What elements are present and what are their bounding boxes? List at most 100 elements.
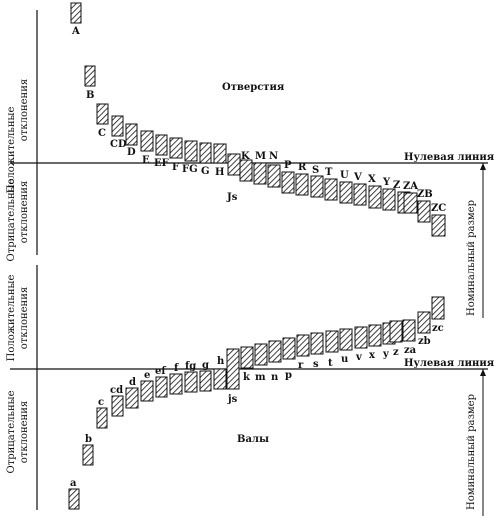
shafts-labels: a b c cd d e ef f fg g h js k m n p r s … [70, 323, 444, 489]
shaft-label-k: k [243, 372, 251, 383]
shaft-label-a: a [70, 478, 77, 489]
hole-label-ZA: ZA [403, 181, 418, 192]
shaft-bar-zb [417, 311, 431, 334]
hole-label-Y: Y [382, 177, 391, 188]
hole-bar-ZB [417, 200, 431, 223]
shaft-bar-cd [111, 395, 124, 417]
hole-bar-R [295, 173, 309, 196]
hole-label-M: M [255, 151, 266, 162]
shaft-bar-a [68, 488, 80, 510]
shaft-bar-r [296, 334, 310, 357]
negative-label-bottom-1: Отрицательные [6, 390, 17, 473]
shaft-bar-t [325, 330, 339, 353]
hole-bar-X [368, 185, 382, 209]
shaft-label-za: za [404, 345, 417, 356]
hole-label-K: K [241, 151, 250, 162]
shaft-label-b: b [85, 434, 92, 445]
hole-bar-ZA [403, 192, 418, 214]
hole-label-S: S [312, 165, 319, 176]
shaft-bar-fg [184, 371, 198, 393]
shaft-label-f: f [174, 363, 179, 374]
hole-bar-N [267, 164, 281, 188]
hole-bar-EF [155, 134, 168, 156]
shaft-bar-f [169, 373, 183, 395]
shaft-bar-k [240, 346, 254, 369]
shaft-bar-n [268, 340, 282, 363]
hole-bar-S [310, 175, 324, 198]
shaft-label-r: r [298, 360, 304, 371]
holes-labels: A B C CD D E EF F FG G H Js K M N P R S … [71, 26, 446, 214]
positive-label-top-1: Положительные [6, 107, 17, 194]
shaft-bar-d [125, 387, 139, 409]
hole-label-A: A [71, 26, 80, 37]
shaft-bar-s [310, 332, 324, 355]
shaft-label-x: x [369, 350, 376, 361]
hole-label-D: D [127, 147, 136, 158]
hole-bar-C [96, 103, 109, 125]
shaft-bar-c [96, 407, 108, 429]
shaft-label-e: e [144, 370, 150, 381]
shaft-label-z: z [393, 347, 399, 358]
hole-label-C: C [98, 128, 106, 139]
shaft-bar-x [368, 324, 382, 347]
nominal-arrow-bottom [480, 369, 486, 376]
shaft-bar-ef [155, 376, 168, 398]
hole-bar-A [70, 2, 82, 24]
shaft-label-d: d [129, 377, 136, 388]
negative-label-top-1: Отрицательные [6, 178, 17, 261]
hole-label-Z: Z [393, 180, 400, 191]
hole-bar-P [281, 171, 295, 194]
hole-label-T: T [325, 167, 333, 178]
hole-bar-V [353, 183, 367, 206]
shaft-label-y: y [382, 349, 390, 360]
holes-zero-line-label: Нулевая линия [404, 152, 495, 163]
shaft-label-g: g [202, 360, 209, 371]
hole-bar-T [324, 178, 338, 201]
hole-label-G: G [201, 166, 210, 177]
hole-bar-F [169, 137, 183, 159]
hole-bar-G [199, 142, 212, 164]
nominal-size-label-top: Номинальный размер [466, 200, 477, 316]
hole-bar-E [140, 130, 154, 152]
negative-label-top-2: отклонения [19, 181, 30, 243]
hole-label-ZB: ZB [417, 189, 433, 200]
shafts-title: Валы [237, 434, 269, 445]
hole-label-ZC: ZC [431, 203, 446, 214]
nominal-size-label-bottom: Номинальный размер [466, 394, 477, 510]
hole-bar-M [253, 162, 267, 185]
shafts-zero-line-label: Нулевая линия [404, 358, 495, 369]
shaft-bar-za [402, 319, 416, 342]
hole-bar-U [339, 181, 353, 204]
shaft-label-zc: zc [432, 323, 444, 334]
shaft-bar-e [140, 380, 154, 402]
shaft-bar-v [354, 326, 368, 349]
hole-label-Js: Js [226, 192, 238, 203]
hole-bar-FG [184, 140, 198, 162]
hole-label-F: F [172, 162, 179, 173]
hole-bar-D [125, 123, 138, 146]
hole-bar-B [84, 65, 96, 87]
shaft-label-fg: fg [185, 361, 196, 372]
shaft-label-zb: zb [418, 336, 431, 347]
nominal-arrow-top [480, 163, 486, 170]
holes-title: Отверстия [222, 82, 285, 93]
hole-bar-K [239, 159, 253, 182]
shaft-bar-zc [431, 296, 445, 320]
hole-label-X: X [368, 174, 376, 185]
hole-bar-H [213, 143, 227, 164]
hole-label-R: R [298, 162, 307, 173]
shaft-label-js: js [227, 394, 238, 405]
shaft-bar-p [282, 337, 296, 360]
hole-label-E: E [142, 155, 150, 166]
hole-label-P: P [284, 160, 292, 171]
shaft-bar-b [82, 444, 94, 466]
hole-label-B: B [86, 90, 94, 101]
hole-bar-Js [227, 153, 241, 176]
hole-label-FG: FG [182, 164, 198, 175]
positive-label-bottom-1: Положительные [6, 275, 17, 362]
holes-bars [70, 2, 446, 237]
shaft-bar-h [213, 368, 227, 390]
shafts-bars [68, 296, 445, 510]
